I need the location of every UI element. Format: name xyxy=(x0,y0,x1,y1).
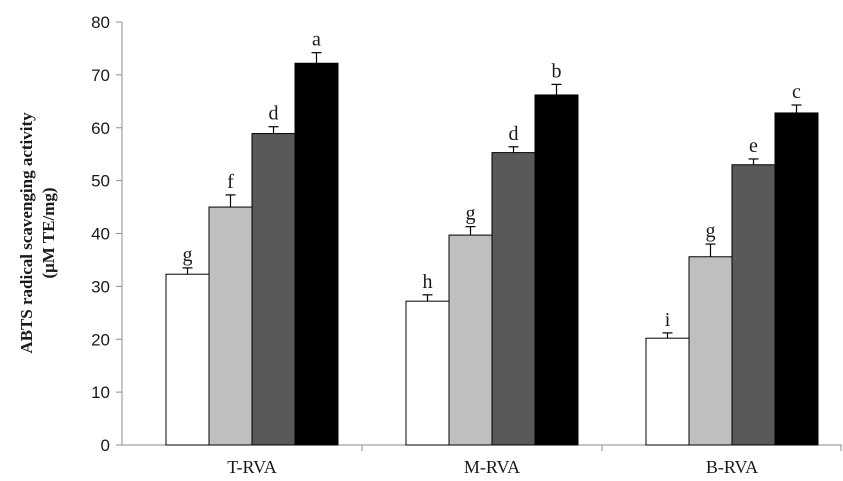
category-labels: T-RVA M-RVA B-RVA xyxy=(227,457,758,477)
significance-letter: f xyxy=(227,171,234,193)
bar xyxy=(208,206,253,446)
y-tick-label: 10 xyxy=(91,383,110,402)
y-axis-title-line2: (μM TE/mg) xyxy=(39,187,58,278)
y-tick-label: 30 xyxy=(91,277,110,296)
significance-letter: d xyxy=(269,103,279,125)
bar xyxy=(448,234,493,446)
bar xyxy=(731,164,776,446)
significance-letter: c xyxy=(792,81,801,103)
bar xyxy=(251,133,296,446)
y-tick-label: 0 xyxy=(101,436,110,455)
significance-letter: h xyxy=(423,271,433,293)
y-axis: 0 10 20 30 40 50 60 70 80 xyxy=(91,13,123,455)
y-tick-label: 20 xyxy=(91,330,110,349)
y-tick-label: 60 xyxy=(91,119,110,138)
significance-letter: i xyxy=(665,309,671,331)
significance-letter: e xyxy=(749,135,758,157)
error-bars xyxy=(182,52,802,339)
y-tick-label: 40 xyxy=(91,225,110,244)
bar xyxy=(774,112,819,446)
significance-letter: b xyxy=(552,60,562,82)
bar xyxy=(645,337,690,446)
category-label: B-RVA xyxy=(706,457,758,477)
x-axis xyxy=(122,444,842,451)
significance-letter: g xyxy=(183,244,193,266)
bar xyxy=(165,273,210,446)
bar xyxy=(688,256,733,446)
significance-letter: d xyxy=(509,123,519,145)
y-axis-title-line1: ABTS radical scavenging activity xyxy=(17,112,36,354)
y-tick-label: 80 xyxy=(91,13,110,32)
bar xyxy=(534,94,579,446)
category-label: M-RVA xyxy=(464,457,520,477)
significance-letter: g xyxy=(706,220,716,242)
category-label: T-RVA xyxy=(227,457,277,477)
y-tick-label: 70 xyxy=(91,66,110,85)
bar xyxy=(294,62,339,446)
y-tick-label: 50 xyxy=(91,172,110,191)
significance-letter: a xyxy=(312,29,321,51)
significance-letters: g f d a h g d b i g e c xyxy=(183,29,802,331)
bar xyxy=(405,300,450,446)
y-axis-title: ABTS radical scavenging activity (μM TE/… xyxy=(17,112,58,354)
bars xyxy=(165,62,819,446)
bar xyxy=(491,152,536,446)
significance-letter: g xyxy=(466,203,476,225)
